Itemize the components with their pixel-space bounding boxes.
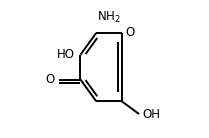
Text: O: O <box>46 73 55 86</box>
Text: OH: OH <box>143 108 161 121</box>
Text: NH$_2$: NH$_2$ <box>97 10 121 25</box>
Text: O: O <box>126 26 135 39</box>
Text: HO: HO <box>57 48 75 61</box>
